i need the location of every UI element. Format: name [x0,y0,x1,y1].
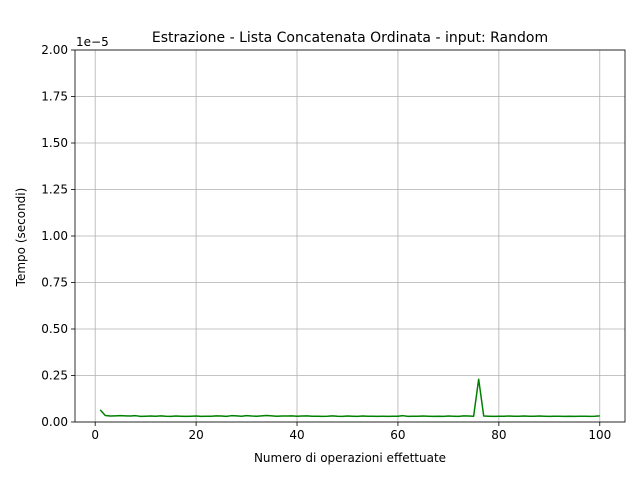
y-axis-ticks: 0.00 0.25 0.50 0.75 1.00 1.25 1.50 1.75 2.00 [41,43,75,429]
y-tick-label: 0.00 [41,415,68,429]
x-tick-label: 20 [188,428,203,442]
y-tick-label: 0.75 [41,276,68,290]
x-tick-label: 80 [491,428,506,442]
y-tick-label: 2.00 [41,43,68,57]
y-tick-label: 1.00 [41,229,68,243]
series-line [99,378,600,418]
grid [75,49,625,423]
y-tick-label: 0.50 [41,322,68,336]
y-tick-label: 0.25 [41,369,68,383]
x-axis-label: Numero di operazioni effettuate [254,451,446,465]
y-tick-label: 1.25 [41,183,68,197]
x-tick-label: 100 [588,428,611,442]
y-axis-label: Tempo (secondi) [14,188,28,288]
y-axis-offset-label: 1e−5 [76,35,109,49]
y-tick-label: 1.50 [41,136,68,150]
y-tick-label: 1.75 [41,90,68,104]
x-tick-label: 40 [289,428,304,442]
x-tick-label: 0 [91,428,99,442]
x-tick-label: 60 [390,428,405,442]
x-axis-ticks: 0 20 40 60 80 100 [91,422,611,442]
chart-title: Estrazione - Lista Concatenata Ordinata … [152,30,548,46]
